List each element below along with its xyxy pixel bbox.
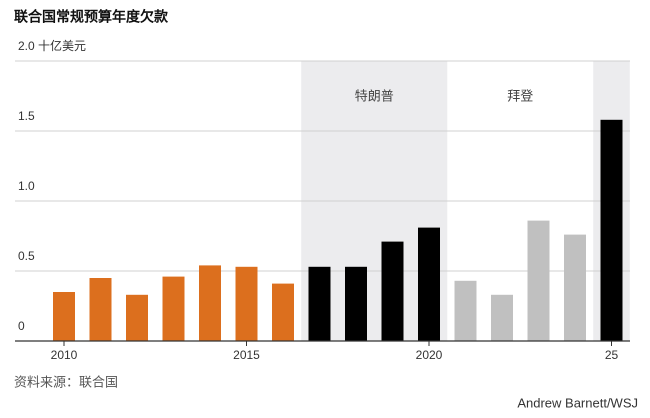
bar [272,283,294,341]
bar [199,265,221,341]
bar [345,266,367,341]
bar [126,294,148,341]
y-tick-label: 2.0 十亿美元 [18,38,86,53]
bar [527,220,550,341]
bar [418,227,440,341]
bar [308,266,331,341]
x-tick-label: 2015 [233,348,260,362]
credit: Andrew Barnett/WSJ [517,395,638,410]
y-tick-label: 0 [18,319,25,333]
bar [600,119,623,341]
era-label: 特朗普 [355,88,394,103]
source-note: 资料来源：联合国 [14,374,118,389]
bar [491,294,513,341]
bar [89,278,112,341]
y-tick-label: 1.0 [18,179,35,193]
bar [564,234,586,341]
x-tick-label: 2020 [416,348,443,362]
x-tick-label: 2010 [51,348,78,362]
bar [235,266,258,341]
bar [381,241,404,341]
y-tick-label: 1.5 [18,109,35,123]
y-tick-label: 0.5 [18,249,35,263]
chart-title: 联合国常规预算年度欠款 [14,9,169,25]
era-label: 拜登 [507,88,533,103]
bar [162,276,185,341]
bar [454,280,477,341]
bar [53,292,75,341]
x-tick-label: 25 [605,348,619,362]
